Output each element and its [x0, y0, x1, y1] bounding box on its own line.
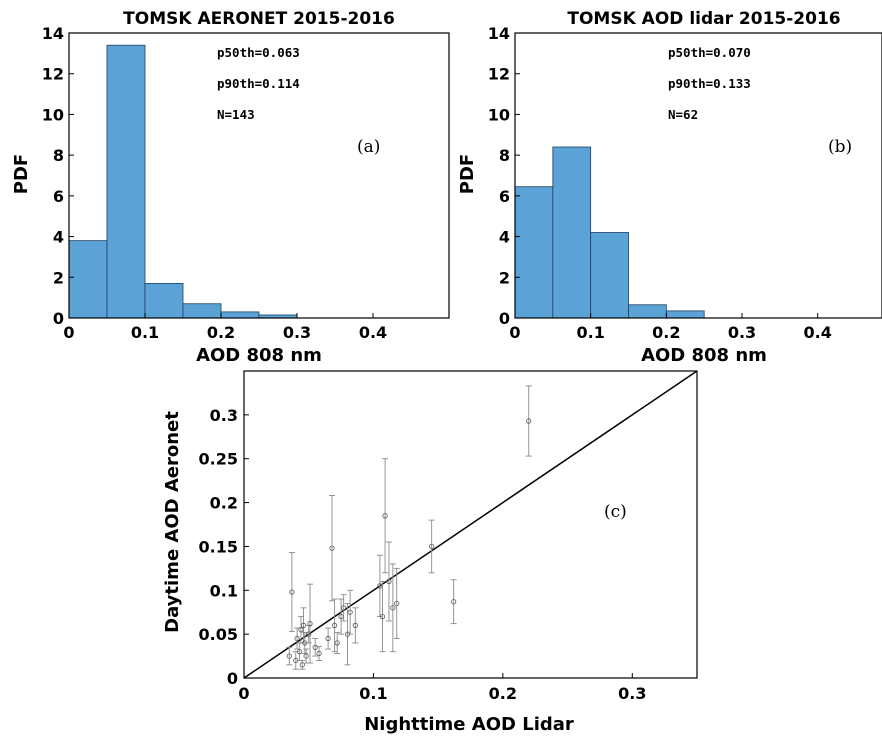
panel-b-title: TOMSK AOD lidar 2015-2016	[567, 9, 840, 29]
panel-a-ytick-label: 4	[53, 228, 64, 247]
panel-a-xtick-label: 0.3	[283, 323, 311, 342]
panel-c-point-3	[294, 635, 300, 642]
panel-b-xtick-label: 0.3	[728, 323, 756, 342]
panel-a-ytick-label: 12	[42, 65, 64, 84]
panel-c-point-1	[289, 589, 295, 595]
panel-c-point-19	[341, 605, 347, 611]
panel-a-p50: p50th=0.063	[217, 45, 300, 60]
panel-a-ytick-label: 0	[53, 309, 64, 328]
panel-c-xtick-label: 0.3	[618, 684, 646, 703]
panel-a-bar-1	[106, 44, 146, 319]
panel-c-point-6	[299, 662, 305, 668]
panel-a-p90: p90th=0.114	[217, 76, 300, 91]
panel-b-tag: (b)	[828, 137, 852, 157]
panel-c-point-25	[382, 513, 388, 519]
panel-a-tag: (a)	[357, 137, 380, 157]
panel-b-xtick-label: 0.4	[804, 323, 832, 342]
panel-c-tag: (c)	[604, 502, 627, 522]
panel-c-point-4	[297, 649, 303, 655]
panel-c-point-12	[312, 644, 318, 650]
panel-c-ytick-label: 0.15	[199, 537, 238, 556]
panel-b-ytick-label: 6	[499, 187, 510, 206]
panel-a-xtick-label: 0	[63, 323, 74, 342]
panel-c-xtick-label: 0.1	[359, 684, 387, 703]
panel-a-bar-4	[220, 311, 260, 319]
panel-a-bar-3	[182, 303, 222, 319]
panel-c-ylabel: Daytime AOD Aeronet	[162, 411, 183, 633]
panel-a-bar-2	[144, 282, 184, 319]
histogram-panel-b: TOMSK AOD lidar 2015-2016 AOD 808 nm PDF…	[457, 9, 882, 366]
panel-c-point-30	[451, 599, 457, 605]
panel-c-point-17	[334, 640, 340, 646]
panel-b-frame	[514, 32, 882, 319]
panel-b-xlabel: AOD 808 nm	[641, 345, 767, 366]
panel-c-ytick-label: 0	[227, 669, 238, 688]
panel-c-ytick-label: 0.25	[199, 450, 238, 469]
panel-a-bar-0	[68, 240, 108, 319]
panel-b-bar-4	[665, 310, 705, 319]
panel-c-point-21	[347, 609, 353, 615]
histogram-panel-a: TOMSK AERONET 2015-2016 AOD 808 nm PDF p…	[11, 9, 450, 366]
panel-c-point-9	[303, 653, 309, 659]
panel-a-frame	[68, 32, 450, 319]
panel-c-point-22	[352, 622, 358, 628]
panel-a-xlabel: AOD 808 nm	[196, 345, 322, 366]
panel-b-ytick-label: 2	[499, 268, 510, 287]
panel-b-bar-2	[590, 232, 629, 319]
panel-c-point-28	[394, 600, 400, 607]
panel-a-n: N=143	[217, 107, 255, 122]
panel-c-ytick-label: 0.2	[210, 494, 238, 513]
panel-a-ytick-label: 2	[53, 268, 64, 287]
panel-c-ytick-label: 0.05	[199, 625, 238, 644]
panel-b-xtick-label: 0	[509, 323, 520, 342]
panel-b-ytick-label: 12	[488, 65, 510, 84]
panel-b-p90: p90th=0.133	[668, 76, 751, 91]
panel-c-point-11	[307, 621, 313, 627]
scatter-panel-c: Nighttime AOD Lidar Daytime AOD Aeronet …	[162, 370, 698, 735]
panel-b-p50: p50th=0.070	[668, 45, 751, 60]
panel-c-point-26	[386, 578, 392, 585]
panel-b-ytick-label: 0	[499, 309, 510, 328]
panel-b-bar-3	[628, 304, 667, 319]
panel-c-xtick-label: 0	[238, 684, 249, 703]
panel-c-point-27	[390, 605, 396, 611]
panel-b-ytick-label: 8	[499, 146, 510, 165]
panel-a-ytick-label: 8	[53, 146, 64, 165]
panel-c-one-to-one-line	[243, 370, 698, 679]
panel-a-ytick-label: 14	[42, 24, 64, 43]
panel-c-point-10	[306, 631, 312, 637]
panel-c-xlabel: Nighttime AOD Lidar	[364, 714, 574, 735]
panel-a-xtick-label: 0.1	[131, 323, 159, 342]
panel-c-frame	[243, 370, 698, 679]
panel-c-ytick-label: 0.3	[210, 406, 238, 425]
panel-c-point-31	[526, 418, 532, 424]
panel-c-point-0	[286, 653, 292, 659]
panel-a-ytick-label: 10	[42, 105, 64, 124]
panel-b-bar-1	[552, 146, 592, 319]
panel-c-point-16	[331, 622, 338, 628]
panel-a-title: TOMSK AERONET 2015-2016	[123, 9, 395, 29]
panel-b-bar-0	[514, 186, 554, 319]
panel-b-n: N=62	[668, 107, 698, 122]
panel-c-xtick-label: 0.2	[489, 684, 517, 703]
panel-b-ytick-label: 10	[488, 105, 510, 124]
panel-b-ylabel: PDF	[457, 154, 478, 194]
panel-a-ytick-label: 6	[53, 187, 64, 206]
panel-c-point-13	[316, 650, 322, 657]
panel-a-ylabel: PDF	[11, 154, 32, 194]
panel-c-point-29	[429, 543, 435, 550]
panel-a-xtick-label: 0.2	[207, 323, 235, 342]
panel-c-point-14	[325, 635, 331, 642]
panel-b-xtick-label: 0.2	[652, 323, 680, 342]
panel-c-point-24	[379, 613, 386, 620]
panel-a-xtick-label: 0.4	[359, 323, 387, 342]
panel-c-point-15	[329, 545, 335, 551]
panel-b-ytick-label: 4	[499, 228, 510, 247]
panel-b-xtick-label: 0.1	[576, 323, 604, 342]
panel-c-ytick-label: 0.1	[210, 581, 238, 600]
panel-b-ytick-label: 14	[488, 24, 510, 43]
